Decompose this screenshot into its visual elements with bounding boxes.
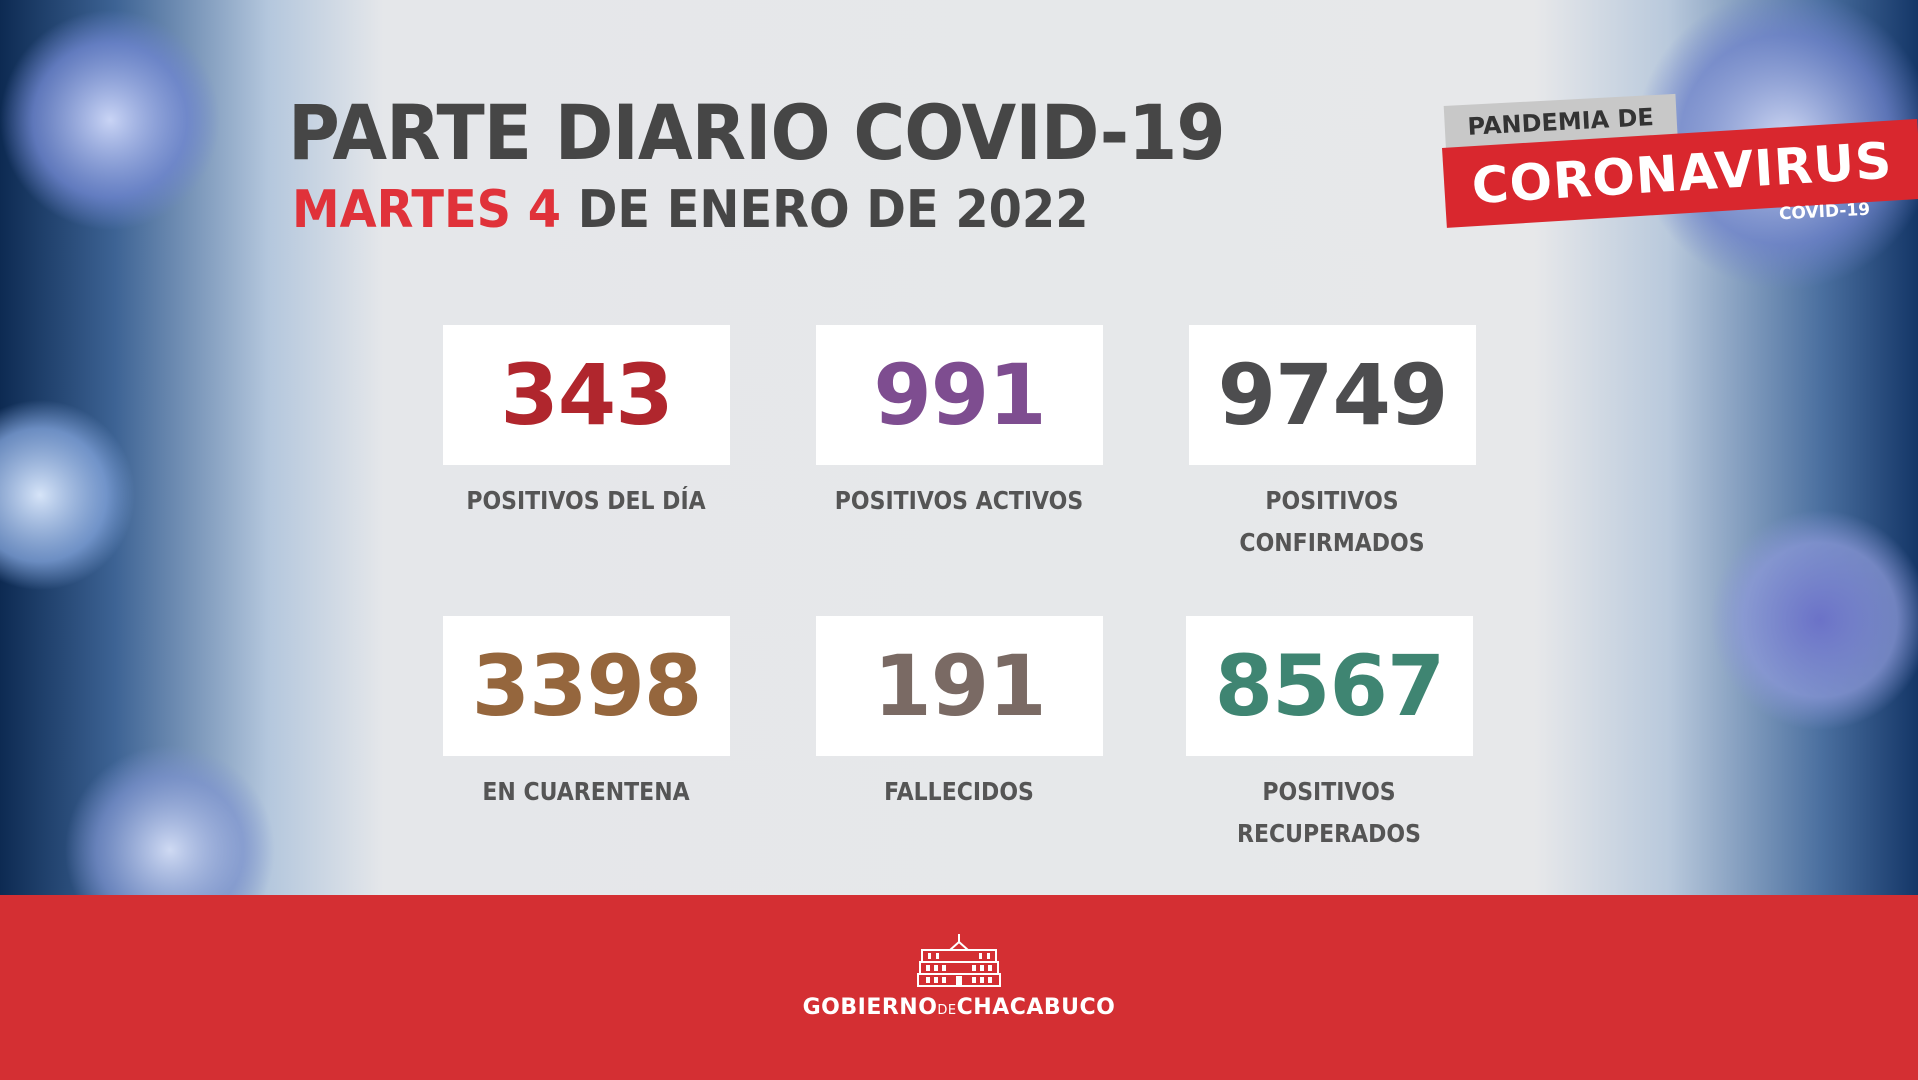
badge-covid-label: COVID-19 [1778, 199, 1871, 225]
report-date: MARTES 4 DE ENERO DE 2022 [292, 180, 1089, 240]
stat-label: EN CUARENTENA [482, 777, 690, 806]
report-date-rest: DE ENERO DE 2022 [577, 180, 1089, 240]
virus-decoration-left-mid [0, 380, 140, 610]
stat-value: 191 [873, 637, 1046, 735]
stat-card-fallecidos: 191 [816, 616, 1103, 756]
stat-card-positivos-confirmados: 9749 [1189, 325, 1476, 465]
logo-text-de: DE [937, 1003, 957, 1018]
stat-label: POSITIVOS RECUPERADOS [1237, 777, 1421, 848]
virus-decoration-bottom-left [40, 740, 300, 895]
footer-logo-text: GOBIERNODECHACABUCO [0, 995, 1918, 1020]
page-title: PARTE DIARIO COVID-19 [288, 88, 1226, 177]
stat-card-positivos-activos: 991 [816, 325, 1103, 465]
stat-label: POSITIVOS ACTIVOS [834, 486, 1084, 515]
stat-card-en-cuarentena: 3398 [443, 616, 730, 756]
coronavirus-badge: PANDEMIA DE CORONAVIRUS COVID-19 [1442, 93, 1918, 248]
stat-label: POSITIVOS CONFIRMADOS [1239, 486, 1425, 557]
footer-bar [0, 895, 1918, 1080]
stat-card-positivos-recuperados: 8567 [1186, 616, 1473, 756]
virus-decoration-top-left [0, 0, 260, 270]
stat-card-positivos-del-dia: 343 [443, 325, 730, 465]
logo-text-gobierno: GOBIERNO [802, 995, 938, 1020]
stat-value: 3398 [471, 637, 703, 735]
report-date-day: MARTES 4 [292, 180, 562, 240]
stat-value: 9749 [1217, 346, 1449, 444]
stat-value: 8567 [1214, 637, 1446, 735]
stat-value: 343 [500, 346, 673, 444]
virus-decoration-right-mid [1700, 500, 1918, 740]
stat-label: POSITIVOS DEL DÍA [466, 486, 706, 515]
stat-value: 991 [873, 346, 1046, 444]
municipal-building-icon [917, 934, 1001, 987]
stat-label: FALLECIDOS [884, 777, 1034, 806]
logo-text-chacabuco: CHACABUCO [956, 995, 1116, 1020]
